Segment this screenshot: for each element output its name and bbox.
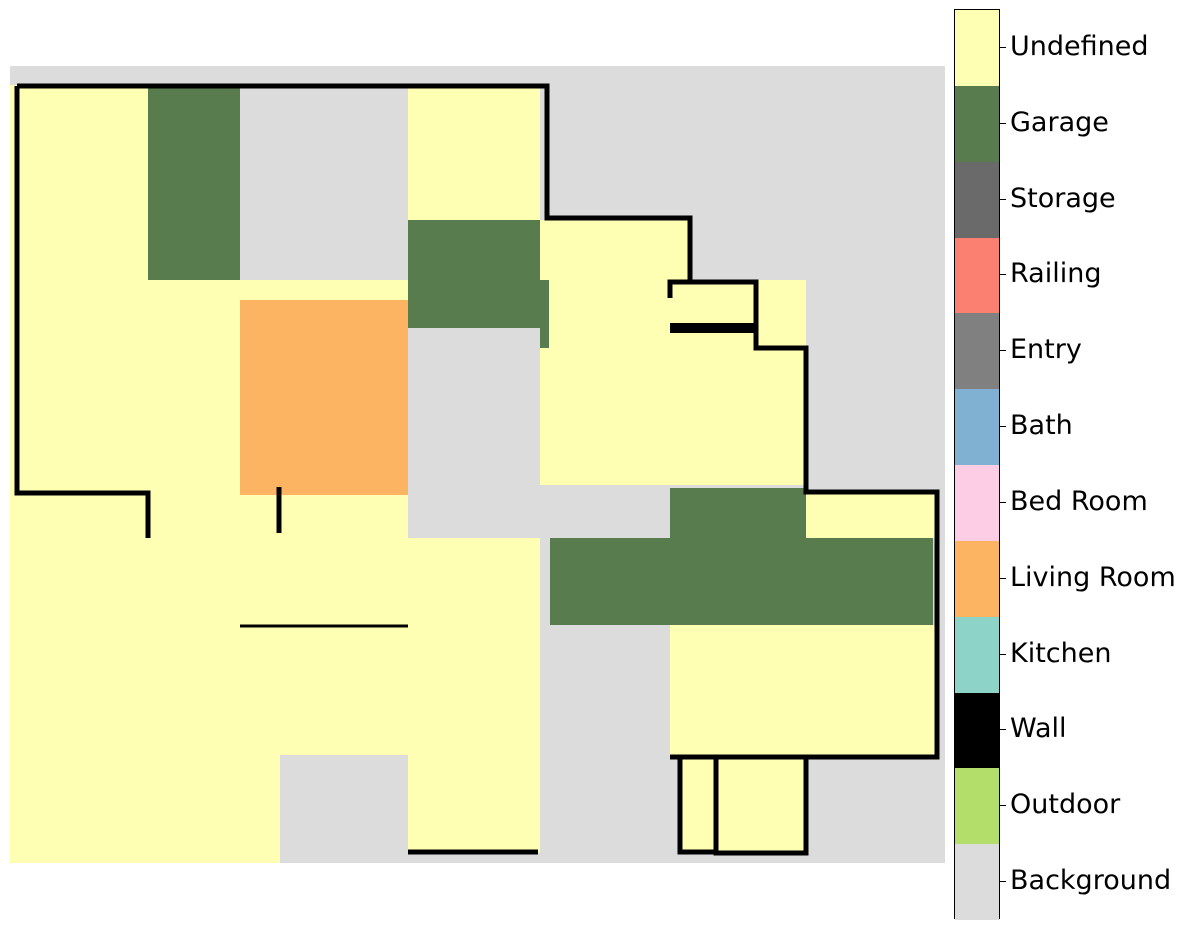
legend-swatch xyxy=(955,85,999,163)
legend-label: Railing xyxy=(1010,258,1102,290)
legend-swatch xyxy=(955,313,999,390)
legend-swatch xyxy=(955,768,999,845)
legend-label: Kitchen xyxy=(1010,637,1112,669)
garage-regions xyxy=(148,88,933,625)
legend-tick xyxy=(1000,653,1006,655)
legend-label: Outdoor xyxy=(1010,789,1121,821)
wall-thick xyxy=(670,323,755,333)
legend-tick xyxy=(1000,729,1006,731)
legend-label: Entry xyxy=(1010,334,1082,366)
legend-tick xyxy=(1000,274,1006,276)
legend-swatch xyxy=(955,161,999,238)
legend-label: Wall xyxy=(1010,713,1067,745)
legend-tick xyxy=(1000,805,1006,807)
legend-tick xyxy=(1000,350,1006,352)
floor-plan xyxy=(10,66,945,863)
living-room-region xyxy=(240,300,408,495)
legend-swatch xyxy=(955,10,999,87)
legend-label: Undefined xyxy=(1010,30,1149,62)
legend-label: Bath xyxy=(1010,410,1073,442)
legend-colorbar xyxy=(954,9,1000,921)
legend-swatch xyxy=(955,844,999,921)
legend-tick xyxy=(1000,122,1006,124)
legend-label: Garage xyxy=(1010,106,1109,138)
legend-tick xyxy=(1000,881,1006,883)
legend-swatch xyxy=(955,389,999,466)
legend-label: Storage xyxy=(1010,182,1116,214)
legend-tick xyxy=(1000,46,1006,48)
legend-tick xyxy=(1000,577,1006,579)
legend-label: Bed Room xyxy=(1010,485,1148,517)
legend-swatch xyxy=(955,616,999,693)
legend-swatch xyxy=(955,540,999,618)
walls xyxy=(14,83,940,856)
legend-label: Background xyxy=(1010,865,1172,897)
legend-swatch xyxy=(955,692,999,769)
legend-swatch xyxy=(955,237,999,314)
legend-tick xyxy=(1000,198,1006,200)
legend-label: Living Room xyxy=(1010,561,1176,593)
legend-tick xyxy=(1000,501,1006,503)
legend-tick xyxy=(1000,426,1006,428)
background-cutouts xyxy=(240,88,670,863)
legend-swatch xyxy=(955,465,999,542)
